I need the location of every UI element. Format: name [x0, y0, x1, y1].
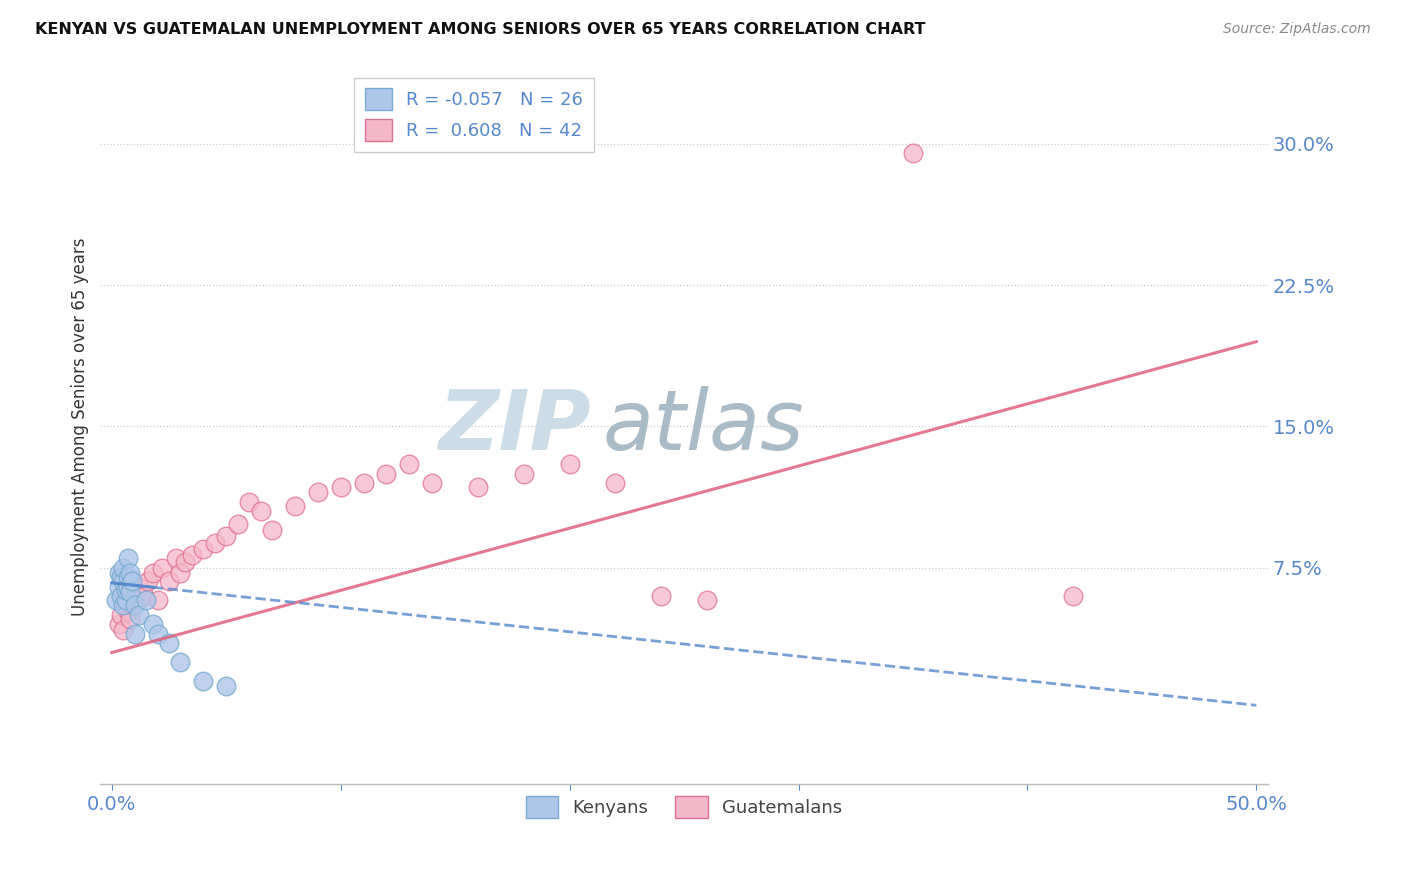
Point — [121, 599, 143, 613]
Point — [124, 626, 146, 640]
Point — [307, 485, 329, 500]
Point — [696, 592, 718, 607]
Point — [132, 589, 155, 603]
Point — [174, 555, 197, 569]
Point — [420, 475, 443, 490]
Point — [467, 480, 489, 494]
Point — [558, 457, 581, 471]
Point — [117, 551, 139, 566]
Point — [112, 623, 135, 637]
Point — [120, 612, 142, 626]
Text: atlas: atlas — [602, 386, 804, 467]
Point — [120, 566, 142, 581]
Point — [204, 536, 226, 550]
Point — [193, 673, 215, 688]
Point — [107, 617, 129, 632]
Point — [110, 607, 132, 622]
Point — [121, 574, 143, 588]
Point — [513, 467, 536, 481]
Point — [284, 499, 307, 513]
Point — [107, 580, 129, 594]
Point — [112, 574, 135, 588]
Point — [120, 585, 142, 599]
Point — [215, 529, 238, 543]
Point — [329, 480, 352, 494]
Point — [169, 566, 191, 581]
Point — [117, 580, 139, 594]
Point — [142, 566, 165, 581]
Point — [128, 580, 150, 594]
Point — [114, 592, 136, 607]
Point — [114, 583, 136, 598]
Point — [107, 566, 129, 581]
Legend: Kenyans, Guatemalans: Kenyans, Guatemalans — [519, 789, 849, 825]
Point — [110, 589, 132, 603]
Point — [605, 475, 627, 490]
Point — [117, 570, 139, 584]
Point — [110, 570, 132, 584]
Point — [193, 541, 215, 556]
Text: KENYAN VS GUATEMALAN UNEMPLOYMENT AMONG SENIORS OVER 65 YEARS CORRELATION CHART: KENYAN VS GUATEMALAN UNEMPLOYMENT AMONG … — [35, 22, 925, 37]
Point — [157, 574, 180, 588]
Point — [112, 599, 135, 613]
Point — [135, 592, 157, 607]
Text: ZIP: ZIP — [439, 386, 591, 467]
Point — [353, 475, 375, 490]
Point — [249, 504, 271, 518]
Point — [105, 592, 128, 607]
Point — [260, 523, 283, 537]
Point — [226, 517, 249, 532]
Point — [901, 146, 924, 161]
Point — [128, 607, 150, 622]
Point — [125, 592, 148, 607]
Point — [146, 626, 169, 640]
Point — [215, 680, 238, 694]
Point — [124, 585, 146, 599]
Point — [138, 574, 160, 588]
Point — [157, 636, 180, 650]
Point — [117, 604, 139, 618]
Point — [375, 467, 398, 481]
Text: Source: ZipAtlas.com: Source: ZipAtlas.com — [1223, 22, 1371, 37]
Point — [238, 495, 260, 509]
Point — [180, 548, 202, 562]
Point — [142, 617, 165, 632]
Point — [169, 655, 191, 669]
Y-axis label: Unemployment Among Seniors over 65 years: Unemployment Among Seniors over 65 years — [72, 237, 89, 615]
Point — [165, 551, 187, 566]
Point — [150, 561, 173, 575]
Point — [146, 592, 169, 607]
Point — [398, 457, 420, 471]
Point — [112, 561, 135, 575]
Point — [1062, 589, 1084, 603]
Point — [124, 599, 146, 613]
Point — [650, 589, 672, 603]
Point — [114, 592, 136, 607]
